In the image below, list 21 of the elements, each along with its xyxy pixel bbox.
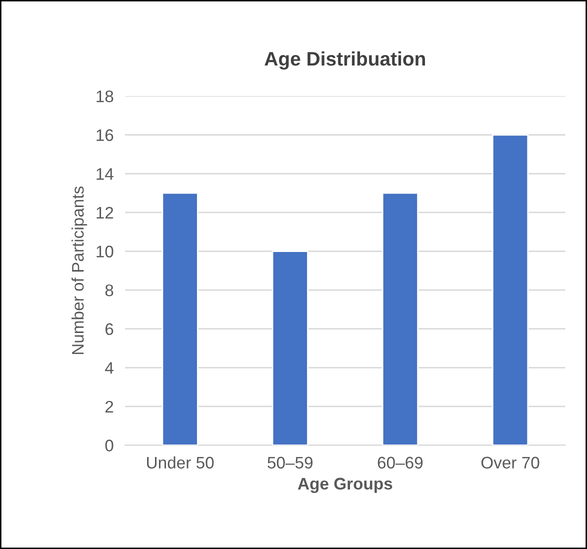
x-tick-label: Under 50 xyxy=(147,456,214,469)
y-tick-label: 2 xyxy=(105,400,114,412)
y-tick-label: 8 xyxy=(105,284,114,296)
bar xyxy=(382,192,418,446)
x-tick-label: 50–59 xyxy=(268,456,313,469)
x-axis-title: Age Groups xyxy=(298,478,392,493)
bar xyxy=(162,192,198,446)
y-tick-label: 12 xyxy=(96,206,114,218)
y-tick-label: 4 xyxy=(105,362,114,374)
y-tick-label: 14 xyxy=(96,168,114,180)
y-tick-label: 6 xyxy=(106,323,114,336)
y-tick-label: 10 xyxy=(96,246,114,258)
x-tick-label: Over 70 xyxy=(481,456,540,469)
bar xyxy=(492,134,529,446)
x-tick-label: 60–69 xyxy=(378,456,423,469)
y-axis-title: Number of Participants xyxy=(72,186,88,354)
bar xyxy=(272,250,308,446)
y-tick-label: 0 xyxy=(105,440,114,452)
y-tick-label: 16 xyxy=(96,129,114,142)
chart-title: Age Distribuation xyxy=(264,51,425,70)
y-tick-label: 18 xyxy=(96,90,114,102)
